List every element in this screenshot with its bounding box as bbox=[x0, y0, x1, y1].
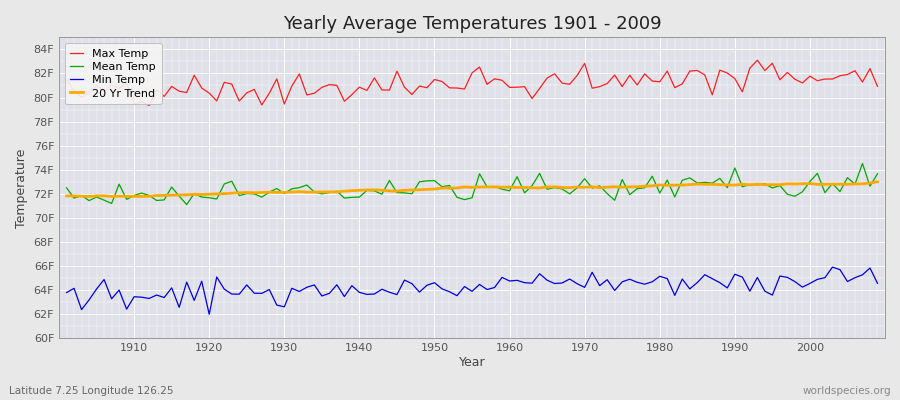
Max Temp bbox=[872, 84, 883, 89]
Mean Temp bbox=[602, 191, 613, 196]
Max Temp bbox=[602, 81, 613, 86]
Line: 20 Yr Trend: 20 Yr Trend bbox=[67, 182, 878, 196]
Min Temp bbox=[512, 278, 523, 283]
Mean Temp bbox=[181, 202, 192, 207]
Mean Temp bbox=[61, 186, 72, 190]
20 Yr Trend bbox=[512, 185, 523, 190]
Min Temp bbox=[294, 289, 305, 294]
Min Temp bbox=[872, 281, 883, 286]
Min Temp bbox=[504, 278, 515, 283]
20 Yr Trend bbox=[129, 194, 140, 199]
Min Temp bbox=[827, 265, 838, 270]
20 Yr Trend bbox=[602, 185, 613, 190]
Min Temp bbox=[602, 277, 613, 282]
20 Yr Trend bbox=[61, 194, 72, 198]
Max Temp bbox=[144, 103, 155, 108]
Mean Temp bbox=[294, 185, 305, 190]
Y-axis label: Temperature: Temperature bbox=[15, 148, 28, 228]
Max Temp bbox=[294, 72, 305, 76]
Max Temp bbox=[512, 85, 523, 90]
Max Temp bbox=[61, 77, 72, 82]
Min Temp bbox=[339, 294, 350, 299]
Max Temp bbox=[504, 85, 515, 90]
Min Temp bbox=[203, 312, 214, 317]
Mean Temp bbox=[512, 174, 523, 179]
Line: Max Temp: Max Temp bbox=[67, 60, 878, 106]
Mean Temp bbox=[504, 188, 515, 193]
Mean Temp bbox=[857, 161, 868, 166]
20 Yr Trend bbox=[294, 189, 305, 194]
Mean Temp bbox=[872, 171, 883, 176]
20 Yr Trend bbox=[872, 179, 883, 184]
Max Temp bbox=[752, 58, 763, 63]
20 Yr Trend bbox=[339, 189, 350, 194]
Legend: Max Temp, Mean Temp, Min Temp, 20 Yr Trend: Max Temp, Mean Temp, Min Temp, 20 Yr Tre… bbox=[65, 43, 162, 104]
20 Yr Trend bbox=[84, 194, 94, 199]
20 Yr Trend bbox=[504, 185, 515, 190]
Line: Mean Temp: Mean Temp bbox=[67, 164, 878, 204]
Text: worldspecies.org: worldspecies.org bbox=[803, 386, 891, 396]
Min Temp bbox=[122, 307, 132, 312]
Max Temp bbox=[122, 81, 132, 86]
X-axis label: Year: Year bbox=[459, 356, 485, 369]
Mean Temp bbox=[339, 196, 350, 200]
Text: Latitude 7.25 Longitude 126.25: Latitude 7.25 Longitude 126.25 bbox=[9, 386, 174, 396]
Title: Yearly Average Temperatures 1901 - 2009: Yearly Average Temperatures 1901 - 2009 bbox=[283, 15, 662, 33]
Max Temp bbox=[339, 99, 350, 104]
Mean Temp bbox=[122, 197, 132, 202]
Min Temp bbox=[61, 290, 72, 295]
Line: Min Temp: Min Temp bbox=[67, 267, 878, 314]
